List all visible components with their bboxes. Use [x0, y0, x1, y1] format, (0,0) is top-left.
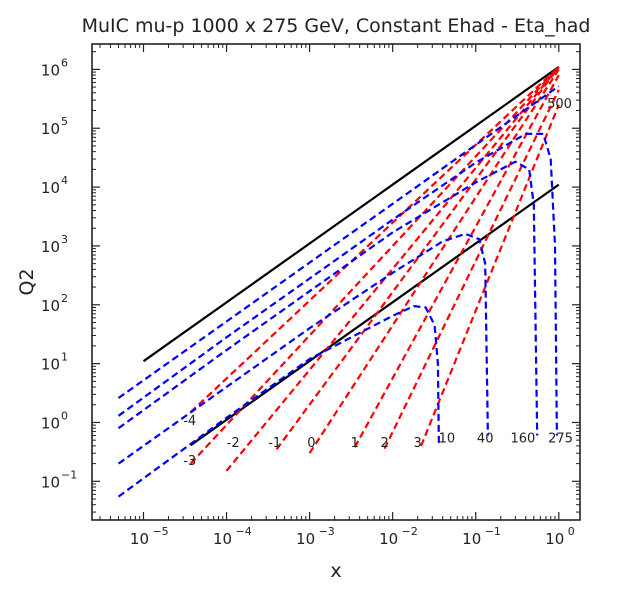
series-eta-2 — [383, 89, 560, 450]
curve-label: -3 — [183, 454, 196, 469]
series-layer — [117, 66, 560, 498]
series-eta-1 — [353, 74, 560, 448]
y-tick-exponent: 4 — [61, 174, 68, 187]
series-eta-0 — [308, 68, 560, 454]
x-tick-exponent: 0 — [568, 525, 575, 538]
x-tick-exponent: −1 — [485, 525, 501, 538]
y-tick-label: 10 — [41, 61, 60, 79]
axis-ticks: 10 −5 10 −4 10 −3 10 −2 10 −1 10 010 −110 010 110 210 31… — [41, 44, 580, 548]
curve-label: -2 — [227, 436, 240, 451]
y-axis-label: Q2 — [16, 268, 38, 295]
y-tick-label: 10 — [41, 356, 60, 374]
y-tick-label: 10 — [41, 238, 60, 256]
y-tick-exponent: 0 — [61, 409, 68, 422]
y-tick-exponent: 3 — [61, 233, 68, 246]
curve-label: 2 — [380, 436, 388, 451]
y-tick-exponent: 5 — [61, 115, 68, 128]
curve-label: 10 — [439, 431, 456, 446]
series-ehad-10 — [117, 305, 440, 498]
plot-frame — [91, 43, 581, 521]
x-tick-label: 10 — [462, 530, 481, 548]
x-tick-label: 10 — [379, 530, 398, 548]
curve-label: 275 — [548, 431, 573, 446]
y-tick-label: 10 — [41, 414, 60, 432]
curve-label: 0 — [307, 436, 315, 451]
series-eta-4 — [189, 66, 560, 413]
curve-label: 3 — [414, 436, 422, 451]
curve-label: 40 — [477, 431, 494, 446]
curve-labels: -4 -3 -2 -1 0 1 2 3 10 40 160 275 500 — [183, 97, 573, 469]
curve-label: -4 — [183, 414, 196, 429]
series-eta-3 — [189, 66, 560, 465]
y-tick-exponent: 1 — [61, 351, 68, 364]
x-tick-label: 10 — [130, 530, 149, 548]
y-tick-exponent: −1 — [61, 468, 77, 481]
x-tick-exponent: −5 — [152, 525, 168, 538]
chart-title: MuIC mu-p 1000 x 275 GeV, Constant Ehad … — [82, 15, 591, 37]
y-tick-label: 10 — [41, 297, 60, 315]
series-eta-2 — [225, 66, 560, 472]
x-tick-label: 10 — [213, 530, 232, 548]
x-axis-label: x — [330, 560, 341, 582]
series-eta-3 — [420, 104, 560, 447]
y-tick-exponent: 6 — [61, 56, 68, 69]
x-tick-label: 10 — [545, 530, 564, 548]
x-tick-exponent: −2 — [402, 525, 418, 538]
x-tick-exponent: −3 — [319, 525, 335, 538]
curve-label: 160 — [511, 431, 536, 446]
series-ehad-275 — [117, 132, 558, 436]
series-kinematic-limit-y1 — [142, 66, 560, 363]
y-tick-label: 10 — [41, 473, 60, 491]
y-tick-label: 10 — [41, 179, 60, 197]
x-tick-label: 10 — [296, 530, 315, 548]
curve-label: -1 — [268, 436, 281, 451]
curve-label: 500 — [547, 97, 572, 112]
x-tick-exponent: −4 — [236, 525, 252, 538]
curve-label: 1 — [351, 436, 359, 451]
series-ehad-40 — [117, 232, 489, 465]
y-tick-exponent: 2 — [61, 292, 68, 305]
series-ehad-500 — [117, 85, 560, 399]
y-tick-label: 10 — [41, 120, 60, 138]
series-ehad-160 — [117, 160, 539, 436]
